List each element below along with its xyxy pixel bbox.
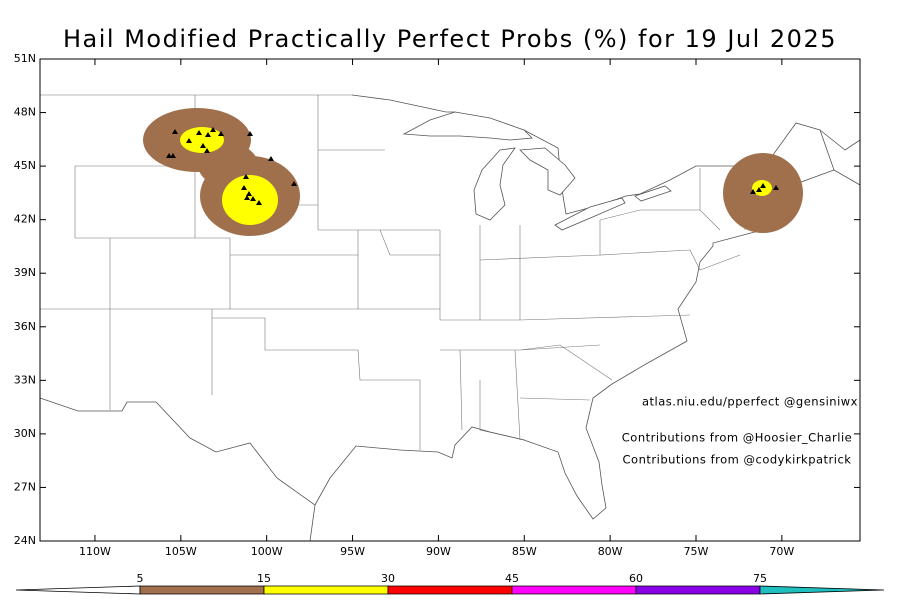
colorbar-segment bbox=[635, 585, 761, 595]
colorbar-segment bbox=[511, 585, 637, 595]
map-title: Hail Modified Practically Perfect Probs … bbox=[63, 25, 837, 53]
colorbar-label: 75 bbox=[753, 572, 767, 585]
credit: atlas.niu.edu/pperfect @gensiniwx bbox=[642, 395, 858, 409]
lake-erie bbox=[554, 197, 626, 231]
lake-superior bbox=[402, 111, 533, 141]
y-tick-label: 51N bbox=[14, 52, 36, 65]
credit: Contributions from @Hoosier_Charlie bbox=[622, 431, 853, 445]
x-tick-label: 100W bbox=[251, 545, 283, 558]
x-tick-label: 85W bbox=[512, 545, 537, 558]
colorbar-segment bbox=[263, 585, 389, 595]
colorbar-label: 60 bbox=[629, 572, 643, 585]
lake-ontario bbox=[634, 185, 672, 202]
y-tick-label: 30N bbox=[14, 427, 36, 440]
y-tick-label: 36N bbox=[14, 320, 36, 333]
map-frame bbox=[39, 58, 861, 542]
x-tick-label: 70W bbox=[769, 545, 794, 558]
colorbar-label: 15 bbox=[257, 572, 271, 585]
x-tick-label: 105W bbox=[165, 545, 197, 558]
prob-area bbox=[180, 127, 224, 153]
x-tick-label: 90W bbox=[426, 545, 451, 558]
x-tick-label: 95W bbox=[340, 545, 365, 558]
colorbar-label: 45 bbox=[505, 572, 519, 585]
y-tick-label: 27N bbox=[14, 480, 36, 493]
x-tick-label: 80W bbox=[598, 545, 623, 558]
colorbar-label: 5 bbox=[137, 572, 144, 585]
colorbar-segment bbox=[759, 585, 885, 595]
hail-probabilities bbox=[143, 108, 803, 236]
y-tick-label: 39N bbox=[14, 266, 36, 279]
colorbar-below bbox=[15, 585, 141, 595]
colorbar-label: 30 bbox=[381, 572, 395, 585]
basemap bbox=[39, 94, 861, 542]
y-tick-label: 45N bbox=[14, 159, 36, 172]
y-tick-label: 42N bbox=[14, 213, 36, 226]
credit: Contributions from @codykirkpatrick bbox=[623, 453, 852, 467]
colorbar-segment bbox=[387, 585, 513, 595]
lake-huron bbox=[519, 147, 576, 196]
x-tick-label: 110W bbox=[79, 545, 111, 558]
y-tick-label: 24N bbox=[14, 534, 36, 547]
y-tick-label: 48N bbox=[14, 106, 36, 119]
colorbar-segment bbox=[139, 585, 265, 595]
x-tick-label: 75W bbox=[684, 545, 709, 558]
y-tick-label: 33N bbox=[14, 373, 36, 386]
lake-michigan bbox=[473, 147, 516, 221]
